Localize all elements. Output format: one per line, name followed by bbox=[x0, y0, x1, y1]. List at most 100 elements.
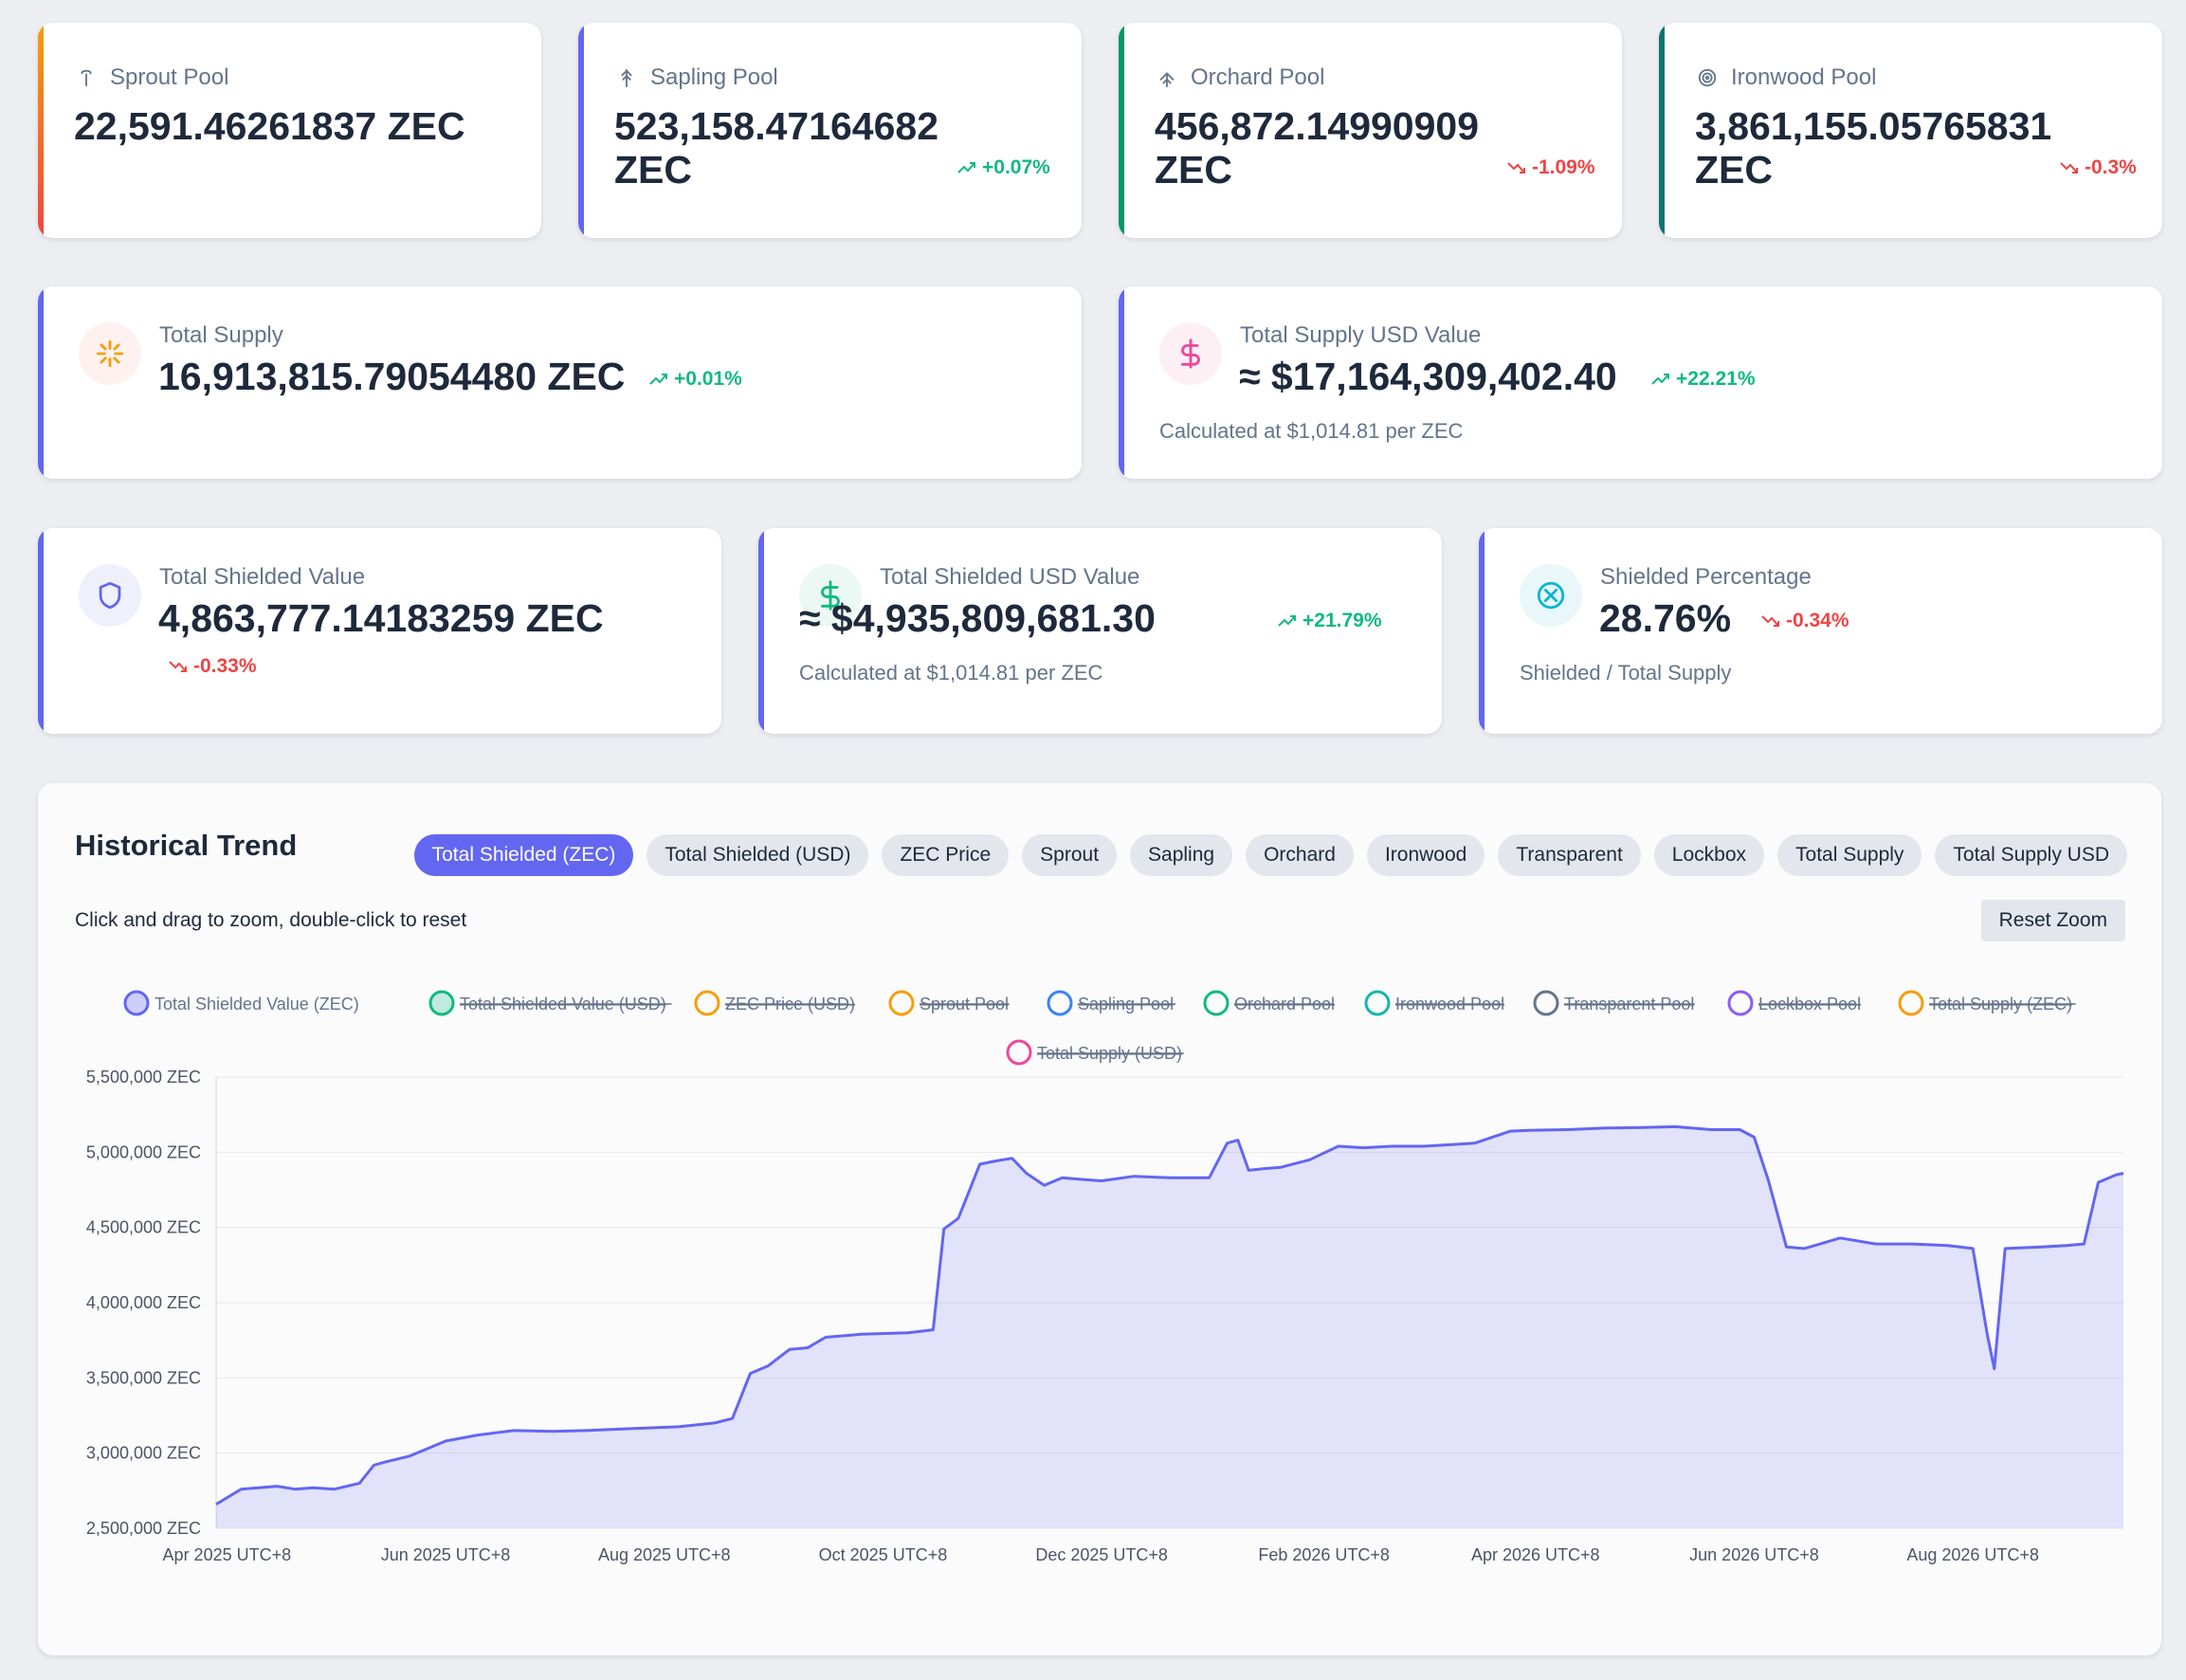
pool-value: 3,861,155.05765831 ZEC bbox=[1695, 104, 2052, 192]
dollar-icon bbox=[821, 580, 840, 611]
stat-label: Total Shielded Value bbox=[159, 564, 366, 590]
card-accent bbox=[38, 23, 44, 238]
stat-change: +22.21% bbox=[1651, 368, 1756, 391]
pool-name: Orchard Pool bbox=[1191, 64, 1325, 90]
legend-marker[interactable] bbox=[1364, 990, 1391, 1016]
shield-icon bbox=[99, 581, 121, 610]
stat-change: -0.34% bbox=[1761, 610, 1849, 632]
card-accent bbox=[38, 528, 44, 734]
trending-down-icon bbox=[169, 661, 187, 672]
x-tick-label: Apr 2026 UTC+8 bbox=[1471, 1545, 1600, 1564]
trending-up-icon bbox=[649, 374, 667, 385]
card-accent bbox=[758, 528, 764, 734]
tab-transparent[interactable]: Transparent bbox=[1498, 834, 1641, 876]
pool-value: 523,158.47164682 ZEC bbox=[614, 104, 939, 192]
stat-subtext: Calculated at $1,014.81 per ZEC bbox=[1159, 419, 1464, 443]
tab-zec-price[interactable]: ZEC Price bbox=[882, 834, 1010, 876]
y-tick-label: 4,000,000 ZEC bbox=[86, 1293, 201, 1312]
trending-down-icon bbox=[1761, 615, 1779, 627]
x-tick-label: Feb 2026 UTC+8 bbox=[1258, 1545, 1390, 1564]
x-tick-label: Apr 2025 UTC+8 bbox=[163, 1545, 292, 1564]
pool-change: -1.09% bbox=[1507, 156, 1595, 179]
ironwood-pool-card: Ironwood Pool 3,861,155.05765831 ZEC -0.… bbox=[1659, 23, 2162, 238]
trending-up-icon bbox=[957, 162, 975, 173]
trending-up-icon bbox=[1278, 615, 1296, 627]
panel-title: Historical Trend bbox=[75, 829, 298, 862]
y-tick-label: 3,500,000 ZEC bbox=[86, 1368, 201, 1387]
legend-marker[interactable] bbox=[1203, 990, 1230, 1016]
stat-label: Total Supply USD Value bbox=[1240, 322, 1482, 348]
tab-total-shielded-usd[interactable]: Total Shielded (USD) bbox=[647, 834, 869, 876]
series-line-total-shielded-zec[interactable] bbox=[215, 1124, 2124, 1506]
sparkle-icon bbox=[96, 339, 124, 368]
stat-value: 28.76% bbox=[1599, 596, 1732, 640]
stat-change: +21.79% bbox=[1278, 610, 1382, 632]
tab-sapling[interactable]: Sapling bbox=[1130, 834, 1233, 876]
y-tick-label: 5,500,000 ZEC bbox=[86, 1068, 201, 1087]
x-tick-label: Aug 2025 UTC+8 bbox=[598, 1545, 731, 1564]
stat-change: -0.33% bbox=[169, 655, 257, 678]
tab-lockbox[interactable]: Lockbox bbox=[1653, 834, 1765, 876]
historical-trend-panel: Historical Trend Total Shielded (ZEC) Tot… bbox=[38, 783, 2161, 1655]
y-tick-label: 2,500,000 ZEC bbox=[86, 1519, 201, 1538]
stat-value: 16,913,815.79054480 ZEC bbox=[158, 355, 626, 398]
legend-marker[interactable] bbox=[428, 990, 455, 1016]
x-tick-label: Oct 2025 UTC+8 bbox=[819, 1545, 948, 1564]
circle-x-icon bbox=[1537, 581, 1565, 610]
x-tick-label: Aug 2026 UTC+8 bbox=[1906, 1545, 2039, 1564]
pool-value: 22,591.46261837 ZEC bbox=[74, 104, 465, 148]
total-shielded-usd-card: Total Shielded USD Value ≈ $4,935,809,68… bbox=[758, 528, 1442, 734]
tab-ironwood[interactable]: Ironwood bbox=[1366, 834, 1485, 876]
tab-total-supply-usd[interactable]: Total Supply USD bbox=[1935, 834, 2127, 876]
total-supply-card: Total Supply 16,913,815.79054480 ZEC +0.… bbox=[38, 286, 1082, 479]
historical-trend-chart[interactable]: Total Shielded Value (ZEC) Total Shielded… bbox=[38, 783, 2161, 1655]
legend-marker[interactable] bbox=[1047, 990, 1073, 1016]
pool-value: 456,872.14990909 ZEC bbox=[1155, 104, 1480, 192]
stat-value: ≈ $17,164,309,402.40 bbox=[1239, 355, 1617, 398]
sprout-pool-card: Sprout Pool 22,591.46261837 ZEC bbox=[38, 23, 541, 238]
legend-marker[interactable] bbox=[1533, 990, 1559, 1016]
pool-name: Ironwood Pool bbox=[1731, 64, 1877, 90]
card-accent bbox=[578, 23, 584, 238]
legend-marker[interactable] bbox=[1727, 990, 1754, 1016]
pool-change: -0.3% bbox=[2060, 156, 2137, 179]
orchard-pool-card: Orchard Pool 456,872.14990909 ZEC -1.09% bbox=[1119, 23, 1622, 238]
legend-marker[interactable] bbox=[694, 990, 720, 1016]
card-accent bbox=[1119, 286, 1124, 479]
sapling-pool-card: Sapling Pool 523,158.47164682 ZEC +0.07% bbox=[578, 23, 1082, 238]
series-area-total-shielded-zec bbox=[216, 1126, 2123, 1528]
y-tick-label: 5,000,000 ZEC bbox=[86, 1142, 201, 1161]
legend-marker[interactable] bbox=[888, 990, 915, 1016]
pool-name: Sprout Pool bbox=[110, 64, 229, 90]
legend-item-label[interactable]: Total Shielded Value (ZEC) bbox=[155, 995, 359, 1013]
y-tick-label: 3,000,000 ZEC bbox=[86, 1444, 201, 1463]
reset-zoom-button[interactable]: Reset Zoom bbox=[1980, 900, 2125, 941]
dollar-icon bbox=[1181, 338, 1200, 369]
tab-sprout[interactable]: Sprout bbox=[1022, 834, 1118, 876]
metric-tabs: Total Shielded (ZEC) Total Shielded (USD)… bbox=[413, 834, 2127, 876]
trending-down-icon bbox=[2060, 162, 2078, 173]
sprout-icon bbox=[81, 69, 92, 87]
tab-orchard[interactable]: Orchard bbox=[1246, 834, 1354, 876]
card-accent bbox=[1479, 528, 1485, 734]
total-supply-usd-card: Total Supply USD Value ≈ $17,164,309,402… bbox=[1119, 286, 2162, 479]
tab-total-shielded-zec[interactable]: Total Shielded (ZEC) bbox=[413, 834, 634, 876]
orchard-tree-icon bbox=[1159, 72, 1175, 88]
stat-subtext: Calculated at $1,014.81 per ZEC bbox=[799, 661, 1103, 685]
tab-total-supply[interactable]: Total Supply bbox=[1777, 834, 1922, 876]
trending-up-icon bbox=[1651, 374, 1669, 385]
total-shielded-card: Total Shielded Value 4,863,777.14183259 … bbox=[38, 528, 721, 734]
x-tick-label: Dec 2025 UTC+8 bbox=[1035, 1545, 1168, 1564]
stat-subtext: Shielded / Total Supply bbox=[1520, 661, 1732, 685]
stat-label: Total Shielded USD Value bbox=[880, 564, 1140, 590]
stat-value: ≈ $4,935,809,681.30 bbox=[799, 596, 1156, 640]
legend-marker[interactable] bbox=[1006, 1039, 1032, 1066]
card-accent bbox=[1119, 23, 1124, 238]
legend-marker[interactable] bbox=[1898, 990, 1924, 1016]
trending-down-icon bbox=[1507, 162, 1525, 173]
legend-marker[interactable] bbox=[123, 990, 150, 1016]
x-tick-label: Jun 2025 UTC+8 bbox=[381, 1545, 511, 1564]
stat-value: 4,863,777.14183259 ZEC bbox=[158, 596, 604, 640]
x-tick-label: Jun 2026 UTC+8 bbox=[1689, 1545, 1819, 1564]
card-accent bbox=[38, 286, 44, 479]
